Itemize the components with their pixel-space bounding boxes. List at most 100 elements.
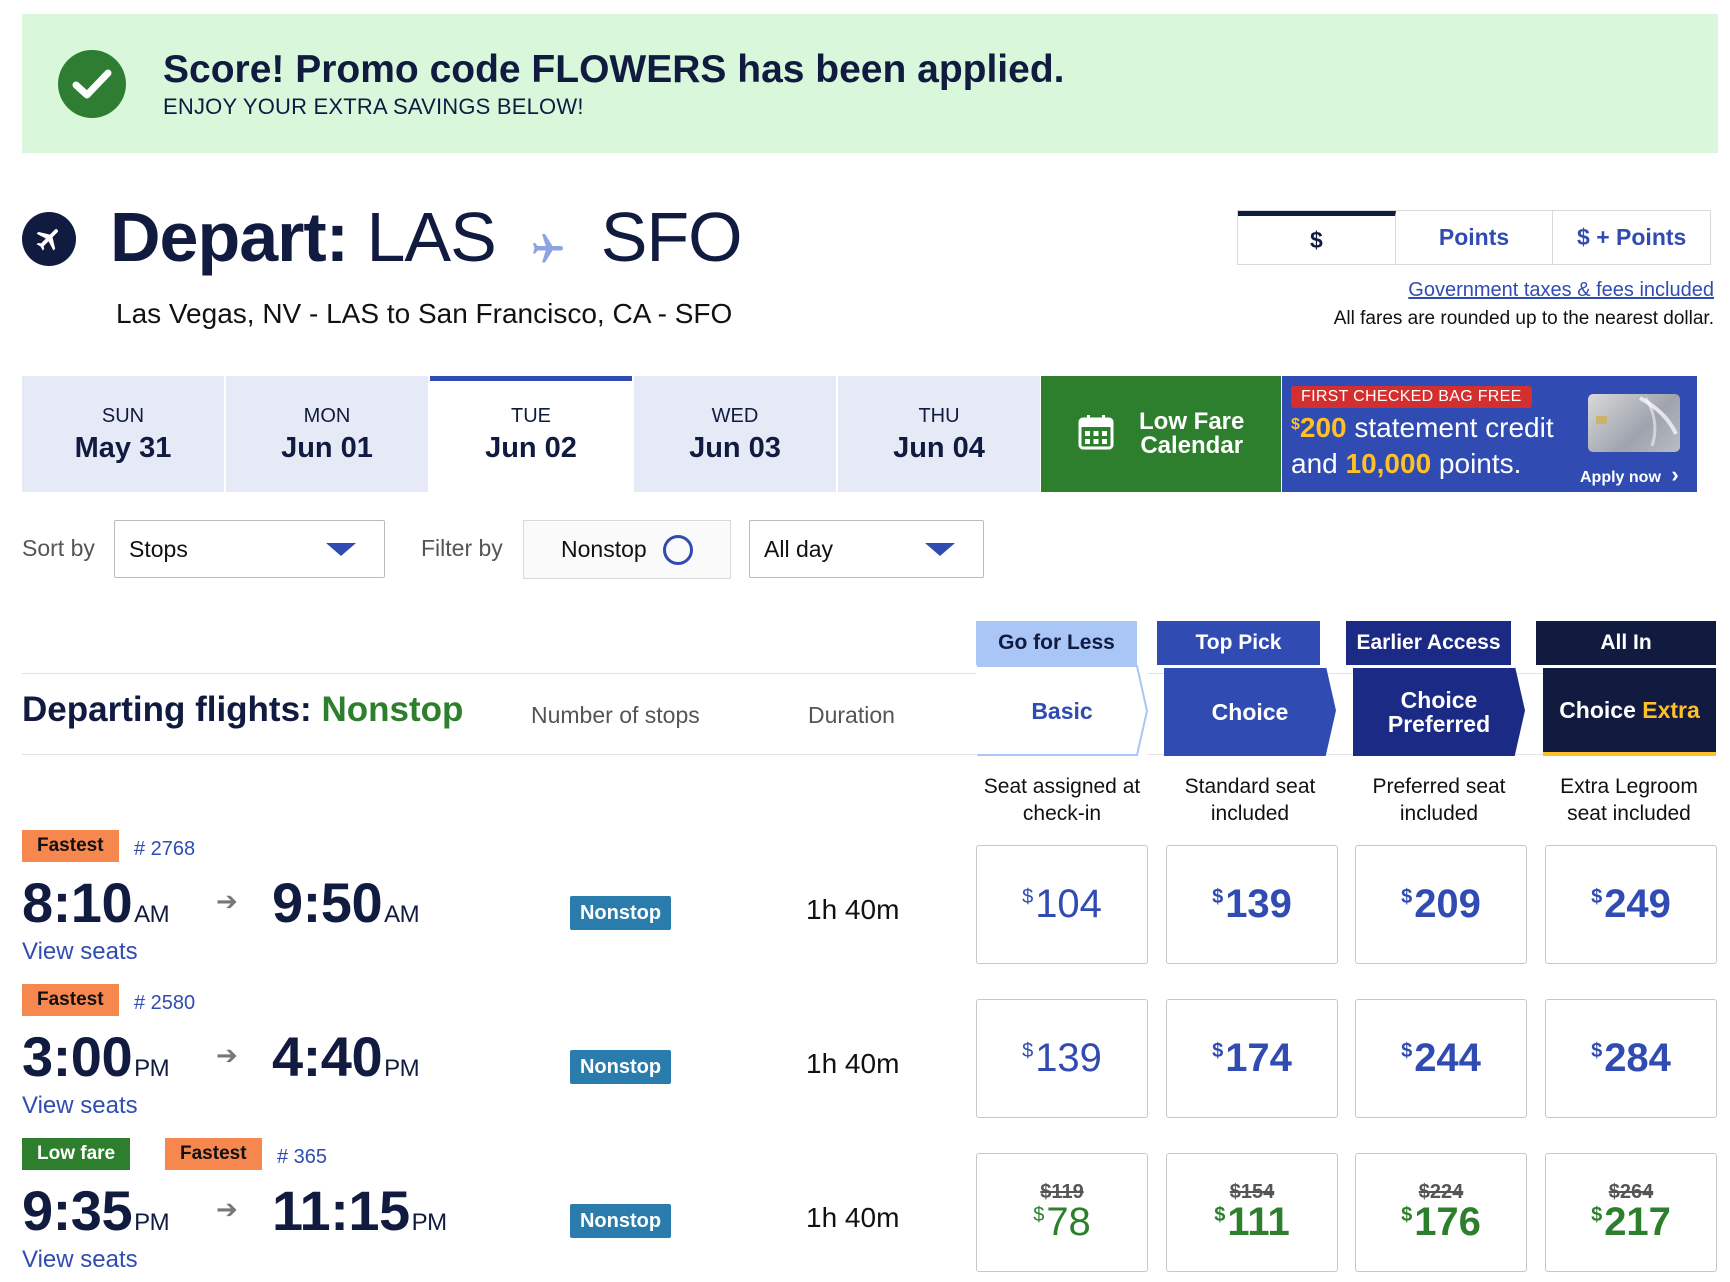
- currency-toggle: $ Points $ + Points: [1237, 210, 1711, 265]
- fare-name-basic: Basic: [1031, 697, 1093, 724]
- route-description: Las Vegas, NV - LAS to San Francisco, CA…: [116, 298, 733, 329]
- price-value: $249: [1591, 882, 1671, 927]
- promo-subtitle: ENJOY YOUR EXTRA SAVINGS BELOW!: [163, 93, 584, 119]
- date-dow: TUE: [511, 405, 551, 427]
- low-fare-calendar-button[interactable]: Low Fare Calendar: [1041, 376, 1281, 492]
- fare-price-choice-preferred[interactable]: $244: [1355, 999, 1527, 1118]
- fare-price-basic[interactable]: $139: [976, 999, 1148, 1118]
- fare-price-choice[interactable]: $139: [1166, 845, 1338, 964]
- fare-price-choice-extra[interactable]: $249: [1545, 845, 1717, 964]
- time-value: 8:10: [22, 871, 133, 934]
- price-amount: 176: [1414, 1199, 1481, 1244]
- destination-code: SFO: [600, 198, 743, 276]
- price-amount: 249: [1604, 882, 1671, 926]
- currency-symbol: $: [1591, 1040, 1603, 1062]
- time-ampm: PM: [134, 1209, 170, 1236]
- stops-badge[interactable]: Nonstop: [570, 1050, 671, 1084]
- currency-symbol: $: [1212, 1040, 1224, 1062]
- ad-line1: $200 statement credit: [1291, 412, 1554, 444]
- date-day: Jun 04: [893, 432, 985, 464]
- sort-value: Stops: [129, 535, 188, 562]
- price-amount: 78: [1046, 1199, 1091, 1244]
- date-dow: SUN: [101, 405, 145, 427]
- fare-tag-go-for-less: Go for Less: [976, 621, 1137, 665]
- price-amount: 209: [1414, 882, 1481, 926]
- fare-price-choice[interactable]: $174: [1166, 999, 1338, 1118]
- fare-desc-line: Standard seat: [1184, 775, 1316, 798]
- arrival-time: 11:15PM: [272, 1178, 447, 1243]
- price-value: $284: [1591, 1036, 1671, 1081]
- price-value: $139: [1022, 1036, 1102, 1081]
- depart-label: Depart:: [110, 198, 349, 276]
- original-price: $224: [1418, 1180, 1464, 1203]
- airplane-icon: [22, 212, 76, 266]
- fare-price-choice[interactable]: $154 $111: [1166, 1153, 1338, 1272]
- date-day: May 31: [74, 432, 172, 464]
- time-of-day-select[interactable]: All day: [749, 520, 984, 578]
- calendar-icon: [1077, 413, 1115, 456]
- date-tab-mon[interactable]: MON Jun 01: [226, 376, 428, 492]
- badge-fastest: Fastest: [22, 830, 119, 862]
- departing-title-text: Departing flights:: [22, 690, 312, 729]
- fare-desc-line: Seat assigned at: [983, 775, 1141, 798]
- nonstop-filter-toggle[interactable]: Nonstop: [523, 520, 731, 579]
- currency-symbol: $: [1401, 1203, 1413, 1226]
- view-seats-link[interactable]: View seats: [22, 1092, 138, 1119]
- fare-price-choice-preferred[interactable]: $224 $176: [1355, 1153, 1527, 1272]
- fare-price-choice-extra[interactable]: $264 $217: [1545, 1153, 1717, 1272]
- price-value: $139: [1212, 882, 1292, 927]
- chevron-right-icon: ›: [1671, 462, 1679, 487]
- fare-name-preferred: Preferred: [1387, 711, 1491, 737]
- fare-tag-top-pick: Top Pick: [1157, 621, 1320, 665]
- ad-line2-pre: and: [1291, 448, 1346, 479]
- time-ampm: AM: [384, 901, 420, 928]
- currency-symbol: $: [1591, 1203, 1603, 1226]
- fare-price-choice-extra[interactable]: $284: [1545, 999, 1717, 1118]
- price-value: $111: [1214, 1200, 1289, 1245]
- fare-price-basic[interactable]: $119 $78: [976, 1153, 1148, 1272]
- date-dow: WED: [711, 405, 759, 427]
- fare-price-basic[interactable]: $104: [976, 845, 1148, 964]
- arrow-right-icon: ➔: [216, 1194, 238, 1224]
- date-tab-thu[interactable]: THU Jun 04: [838, 376, 1040, 492]
- departing-flights-title: Departing flights: Nonstop: [22, 690, 463, 730]
- currency-symbol: $: [1022, 1040, 1034, 1062]
- ad-dollar: $: [1291, 416, 1300, 433]
- ad-line2-post: points.: [1431, 448, 1522, 479]
- origin-code: LAS: [366, 198, 497, 276]
- page-title: Depart: LAS SFO: [110, 196, 743, 284]
- currency-dollars-button[interactable]: $: [1238, 211, 1396, 264]
- currency-symbol: $: [1212, 886, 1224, 908]
- credit-card-ad[interactable]: FIRST CHECKED BAG FREE $200 statement cr…: [1282, 376, 1697, 492]
- currency-points-button[interactable]: Points: [1396, 211, 1554, 264]
- fare-name-choice-extra: Choice: [1559, 697, 1636, 723]
- price-value: $174: [1212, 1036, 1292, 1081]
- section-header-row: [22, 673, 1712, 755]
- fare-desc-line: included: [1399, 802, 1479, 825]
- badge-fastest: Fastest: [165, 1138, 262, 1170]
- apply-now-label: Apply now: [1580, 469, 1661, 486]
- fare-desc-line: Preferred seat: [1372, 775, 1506, 798]
- fare-price-choice-preferred[interactable]: $209: [1355, 845, 1527, 964]
- date-tab-wed[interactable]: WED Jun 03: [634, 376, 836, 492]
- stops-badge[interactable]: Nonstop: [570, 1204, 671, 1238]
- fare-desc-basic: Seat assigned at check-in: [976, 773, 1148, 827]
- currency-symbol: $: [1214, 1203, 1226, 1226]
- filter-label: Filter by: [421, 535, 503, 561]
- view-seats-link[interactable]: View seats: [22, 1246, 138, 1273]
- low-fare-line1: Low Fare: [1139, 408, 1245, 435]
- date-tab-sun[interactable]: SUN May 31: [22, 376, 224, 492]
- taxes-fees-link[interactable]: Government taxes & fees included: [1408, 279, 1714, 301]
- currency-dollars-points-button[interactable]: $ + Points: [1577, 224, 1687, 250]
- view-seats-link[interactable]: View seats: [22, 938, 138, 965]
- sort-select[interactable]: Stops: [114, 520, 385, 578]
- apply-now-link[interactable]: Apply now ›: [1580, 462, 1679, 488]
- price-value: $217: [1591, 1200, 1671, 1245]
- radio-circle-icon: [662, 534, 693, 565]
- low-fare-line2: Calendar: [1140, 432, 1244, 459]
- currency-symbol: $: [1033, 1203, 1045, 1226]
- date-tab-tue[interactable]: TUE Jun 02: [430, 376, 632, 492]
- fare-desc-line: Extra Legroom: [1560, 775, 1698, 798]
- ad-line2: and 10,000 points.: [1291, 448, 1521, 480]
- stops-badge[interactable]: Nonstop: [570, 896, 671, 930]
